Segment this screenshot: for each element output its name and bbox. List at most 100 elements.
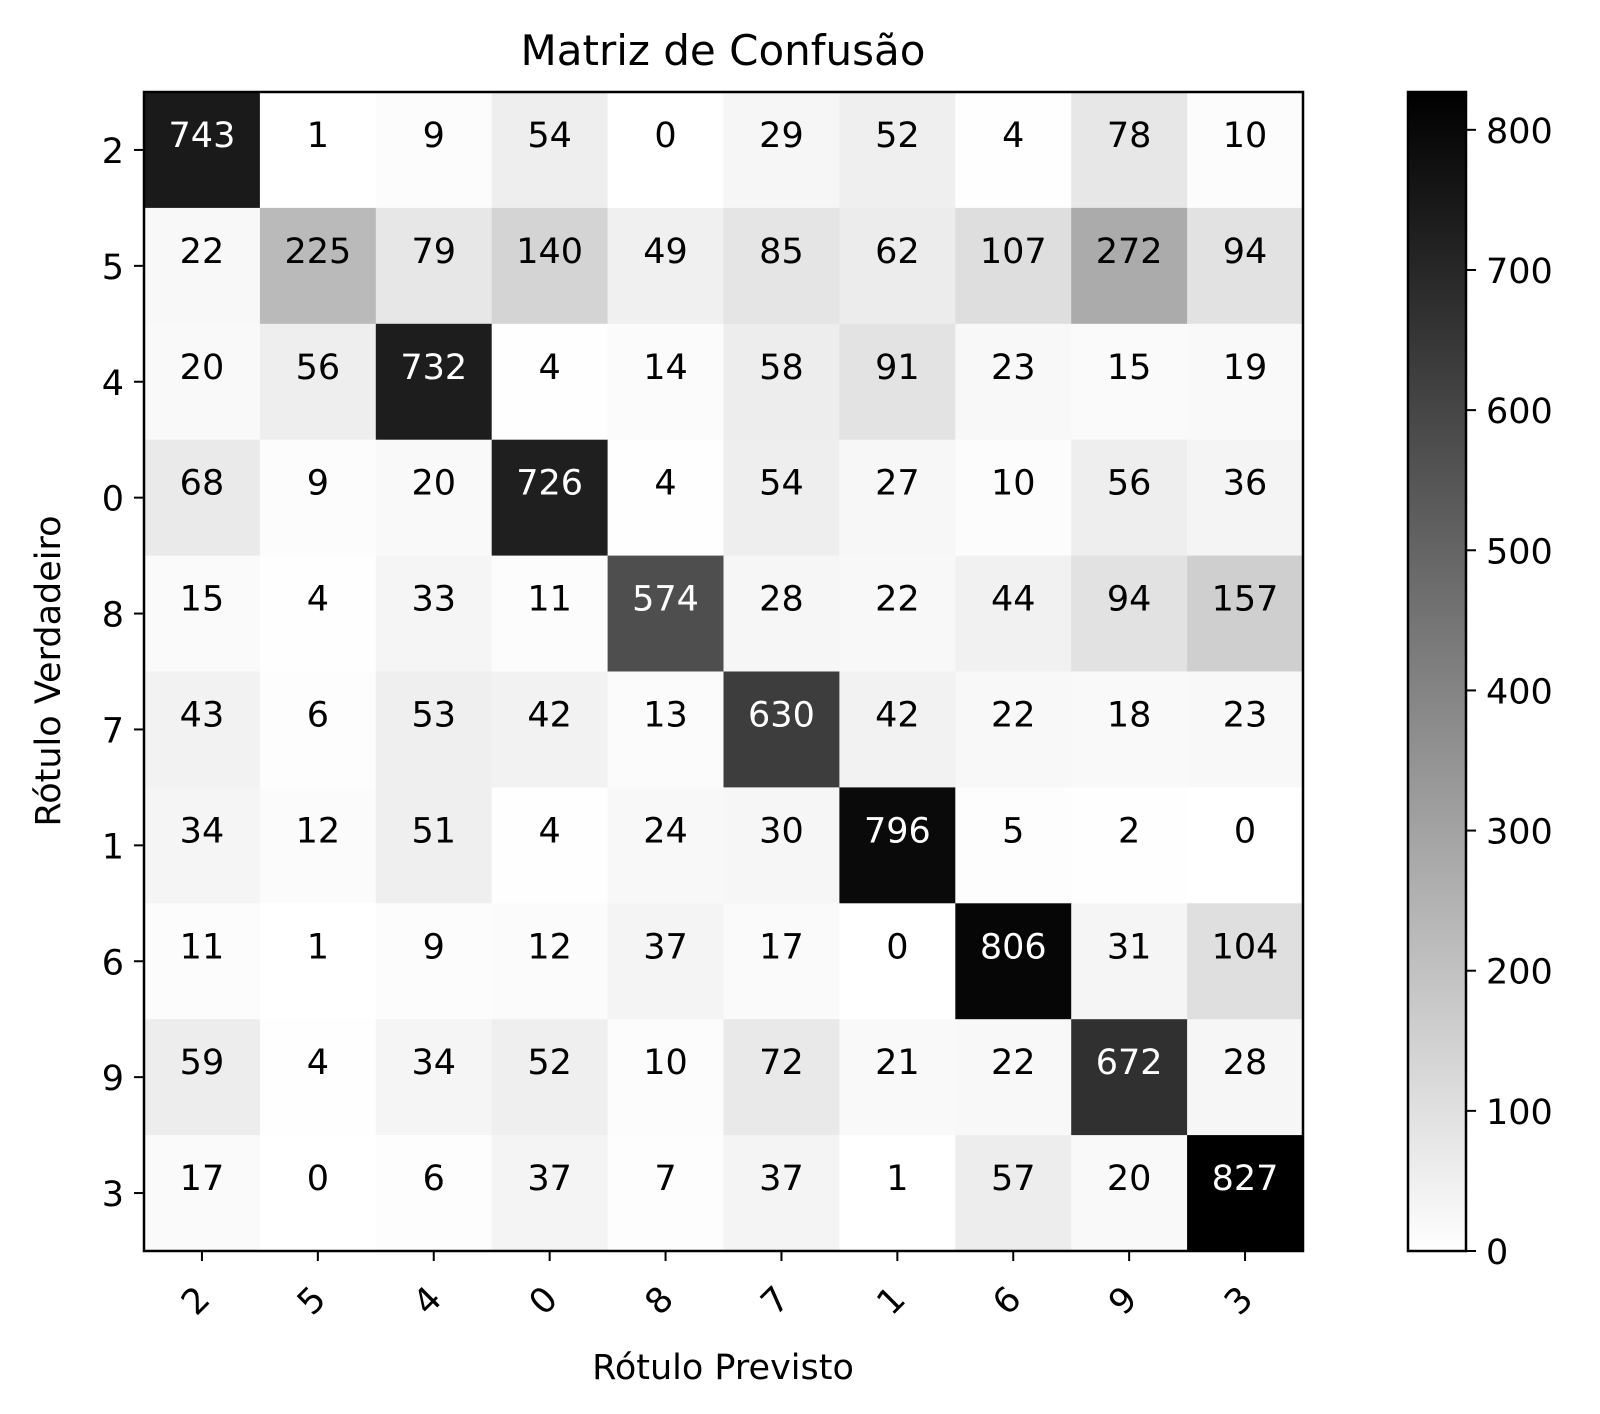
cell-value-label: 22 bbox=[991, 696, 1036, 736]
heatmap-cell bbox=[955, 1135, 1072, 1252]
cell-value-label: 36 bbox=[1223, 464, 1268, 504]
heatmap-cell bbox=[607, 903, 725, 1020]
heatmap-cell bbox=[259, 1019, 377, 1136]
cell-value-label: 1 bbox=[886, 1159, 908, 1199]
heatmap-cell bbox=[1071, 1135, 1188, 1252]
cell-value-label: 22 bbox=[875, 580, 920, 620]
cell-value-label: 107 bbox=[980, 232, 1047, 272]
cell-value-label: 68 bbox=[180, 464, 225, 504]
cell-value-label: 59 bbox=[180, 1043, 225, 1083]
cell-value-label: 37 bbox=[643, 927, 688, 967]
cell-value-label: 27 bbox=[875, 464, 920, 504]
heatmap-cell bbox=[1187, 1135, 1304, 1252]
heatmap-cell bbox=[491, 671, 609, 788]
cell-value-label: 4 bbox=[539, 811, 561, 851]
cell-value-label: 726 bbox=[516, 464, 583, 504]
heatmap-cell bbox=[1187, 207, 1304, 325]
heatmap-cell bbox=[259, 439, 377, 557]
heatmap-cell bbox=[1187, 323, 1304, 441]
heatmap-cell bbox=[607, 555, 725, 673]
cell-value-label: 574 bbox=[632, 580, 699, 620]
cell-value-label: 34 bbox=[411, 1043, 456, 1083]
heatmap-cell bbox=[1071, 92, 1188, 209]
heatmap-cell bbox=[607, 1019, 725, 1136]
heatmap-cell bbox=[375, 439, 493, 557]
heatmap-cell bbox=[955, 207, 1072, 325]
heatmap-cell bbox=[144, 787, 261, 904]
cell-value-label: 29 bbox=[759, 116, 804, 156]
colorbar-tick-label: 600 bbox=[1486, 392, 1553, 432]
cell-value-label: 630 bbox=[748, 696, 815, 736]
heatmap-cell bbox=[955, 323, 1072, 441]
heatmap-cell bbox=[607, 323, 725, 441]
heatmap-cell bbox=[1071, 903, 1188, 1020]
y-tick-label: 7 bbox=[102, 711, 124, 751]
cell-value-label: 91 bbox=[875, 348, 920, 388]
y-tick-label: 1 bbox=[102, 827, 124, 867]
heatmap-cell bbox=[955, 439, 1072, 557]
cell-value-label: 20 bbox=[1107, 1159, 1152, 1199]
colorbar-ticks: 0 100 200 300 400 500 600 700 800 bbox=[1466, 112, 1553, 1273]
cell-value-label: 9 bbox=[307, 464, 329, 504]
cell-value-label: 11 bbox=[180, 927, 225, 967]
cell-value-label: 20 bbox=[411, 464, 456, 504]
cell-value-label: 157 bbox=[1212, 580, 1279, 620]
cell-value-label: 140 bbox=[516, 232, 583, 272]
cell-value-label: 104 bbox=[1212, 927, 1279, 967]
cell-value-label: 743 bbox=[169, 116, 236, 156]
cell-value-label: 44 bbox=[991, 580, 1036, 620]
heatmap-cell bbox=[144, 1019, 261, 1136]
heatmap-cell bbox=[491, 1019, 609, 1136]
cell-value-label: 225 bbox=[284, 232, 351, 272]
heatmap-cell bbox=[955, 555, 1072, 673]
heatmap-cell bbox=[839, 92, 956, 209]
cell-value-label: 4 bbox=[1002, 116, 1024, 156]
cell-value-label: 79 bbox=[411, 232, 456, 272]
x-tick-label: 4 bbox=[406, 1279, 450, 1323]
cell-value-label: 15 bbox=[1107, 348, 1152, 388]
x-tick-label: 1 bbox=[870, 1279, 914, 1323]
heatmap-cell bbox=[839, 555, 956, 673]
cell-value-label: 796 bbox=[864, 811, 931, 851]
heatmap-cell bbox=[723, 439, 840, 557]
y-tick-label: 3 bbox=[102, 1175, 124, 1215]
heatmap-cell bbox=[839, 787, 956, 904]
cell-value-label: 0 bbox=[654, 116, 676, 156]
cell-value-label: 732 bbox=[400, 348, 467, 388]
heatmap-cell bbox=[259, 671, 377, 788]
cell-value-label: 51 bbox=[411, 811, 456, 851]
heatmap-cell bbox=[1187, 1019, 1304, 1136]
cell-value-label: 14 bbox=[643, 348, 688, 388]
heatmap-cell bbox=[955, 671, 1072, 788]
heatmap-cell bbox=[144, 92, 261, 209]
heatmap-cell bbox=[375, 92, 493, 209]
heatmap-cell bbox=[491, 787, 609, 904]
heatmap-cell bbox=[491, 92, 609, 209]
heatmap-cell bbox=[491, 207, 609, 325]
heatmap-cell bbox=[607, 787, 725, 904]
heatmap-cells bbox=[144, 92, 1304, 1252]
cell-value-label: 827 bbox=[1212, 1159, 1279, 1199]
heatmap-cell bbox=[144, 207, 261, 325]
cell-value-label: 85 bbox=[759, 232, 804, 272]
cell-value-label: 42 bbox=[875, 696, 920, 736]
heatmap-cell bbox=[839, 439, 956, 557]
x-tick-label: 5 bbox=[290, 1279, 334, 1323]
heatmap-cell bbox=[375, 207, 493, 325]
heatmap-cell bbox=[1187, 903, 1304, 1020]
cell-value-label: 52 bbox=[875, 116, 920, 156]
cell-value-label: 94 bbox=[1107, 580, 1152, 620]
heatmap-cell bbox=[723, 787, 840, 904]
cell-value-label: 22 bbox=[991, 1043, 1036, 1083]
colorbar-tick-label: 0 bbox=[1486, 1233, 1508, 1273]
heatmap-cell bbox=[1071, 439, 1188, 557]
cell-value-label: 12 bbox=[527, 927, 572, 967]
colorbar-tick-label: 100 bbox=[1486, 1093, 1553, 1133]
heatmap-cell bbox=[259, 787, 377, 904]
cell-value-label: 22 bbox=[180, 232, 225, 272]
cell-value-label: 10 bbox=[643, 1043, 688, 1083]
cell-value-label: 23 bbox=[991, 348, 1036, 388]
cell-value-label: 1 bbox=[307, 927, 329, 967]
heatmap-cell bbox=[723, 671, 840, 788]
